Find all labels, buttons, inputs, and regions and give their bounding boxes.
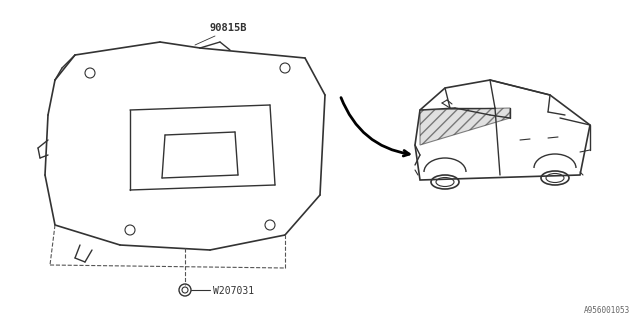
Text: A956001053: A956001053 — [584, 306, 630, 315]
Text: W207031: W207031 — [213, 286, 254, 296]
Polygon shape — [420, 108, 510, 145]
Text: 90815B: 90815B — [210, 23, 248, 33]
